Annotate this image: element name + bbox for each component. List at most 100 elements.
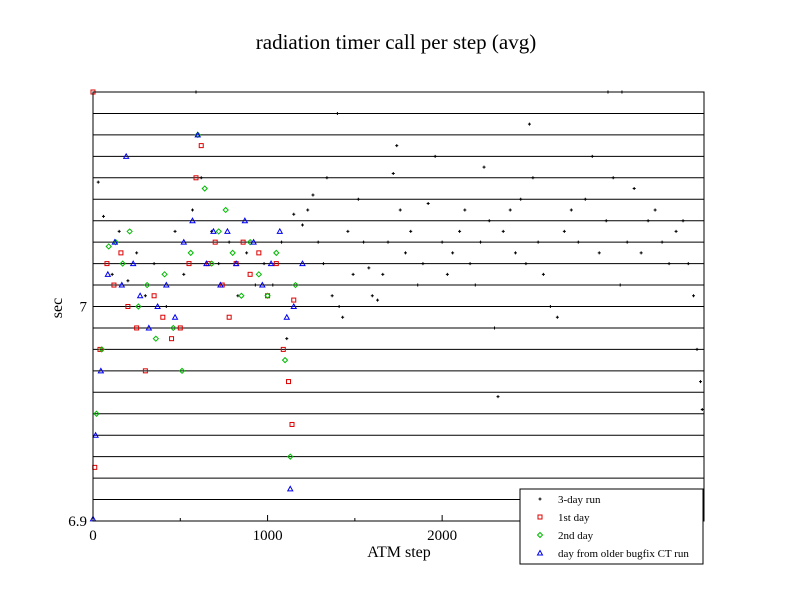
data-point	[96, 180, 100, 184]
data-point	[224, 227, 231, 234]
data-point	[300, 223, 304, 227]
data-point	[262, 262, 266, 266]
data-point	[562, 229, 566, 233]
data-point	[119, 260, 126, 267]
data-point	[291, 297, 297, 303]
data-point	[386, 240, 390, 244]
data-point	[440, 240, 444, 244]
data-point	[311, 193, 315, 197]
data-point	[416, 283, 420, 287]
data-point	[126, 279, 130, 283]
data-point	[226, 314, 232, 320]
data-point	[194, 131, 202, 138]
data-point	[299, 260, 306, 267]
data-point	[618, 283, 622, 287]
data-point	[501, 229, 505, 233]
data-point	[186, 261, 192, 267]
data-point	[169, 336, 175, 342]
data-point	[306, 208, 310, 212]
data-point	[276, 227, 284, 234]
data-point	[362, 240, 366, 244]
data-point	[208, 260, 215, 267]
data-point	[129, 260, 137, 267]
data-point	[178, 367, 186, 375]
data-point	[286, 485, 294, 492]
data-point	[170, 324, 177, 332]
x-tick-label: 2000	[427, 528, 457, 544]
data-point	[409, 229, 413, 233]
data-point	[576, 240, 580, 244]
data-point	[136, 292, 144, 299]
data-point	[513, 251, 517, 255]
axis-ticks: 0 1000 2000 6.9 7	[68, 300, 618, 544]
data-point	[281, 356, 289, 364]
y-axis-label: sec	[49, 298, 66, 318]
data-point	[337, 305, 341, 308]
data-point	[280, 346, 286, 352]
data-point	[142, 368, 148, 374]
series-2	[93, 131, 299, 460]
data-point	[245, 251, 249, 255]
data-point	[639, 251, 643, 255]
data-point	[232, 260, 240, 267]
data-point	[160, 314, 166, 320]
data-point	[203, 260, 210, 267]
data-point	[117, 229, 121, 233]
data-point	[381, 272, 385, 276]
data-point	[519, 197, 523, 201]
data-point	[215, 228, 222, 235]
data-point	[445, 272, 449, 276]
data-point	[105, 243, 112, 250]
data-point	[264, 292, 271, 299]
data-point	[145, 324, 153, 331]
data-point	[210, 227, 217, 234]
data-point	[527, 122, 531, 126]
data-point	[229, 249, 236, 257]
data-point	[653, 208, 657, 212]
data-point	[222, 206, 229, 214]
data-point	[398, 208, 402, 212]
data-point	[258, 281, 266, 288]
data-point	[493, 326, 497, 330]
chart-title: radiation timer call per step (avg)	[255, 30, 537, 54]
data-point	[421, 262, 425, 266]
data-point	[531, 176, 535, 180]
legend-box	[519, 488, 704, 565]
data-point	[686, 262, 690, 266]
data-point	[555, 315, 559, 319]
data-point	[695, 347, 699, 351]
data-point	[161, 271, 168, 278]
legend: 3-day run 1st day 2nd day day from older bu…	[519, 488, 704, 565]
data-point	[135, 251, 139, 255]
data-point	[104, 270, 112, 277]
data-point	[335, 111, 339, 115]
data-point	[104, 261, 110, 267]
y-tick-label: 6.9	[68, 514, 87, 530]
data-point	[93, 410, 100, 417]
data-point	[426, 202, 430, 206]
data-point	[255, 271, 263, 278]
data-point	[286, 379, 292, 385]
data-point	[143, 294, 147, 298]
data-point	[182, 272, 186, 276]
data-point	[341, 315, 345, 319]
data-point	[177, 325, 183, 331]
data-point	[391, 172, 395, 176]
data-point	[118, 250, 124, 256]
data-point	[660, 240, 664, 244]
data-point	[479, 240, 483, 244]
data-point	[292, 212, 296, 216]
data-point	[271, 283, 275, 287]
data-point	[246, 238, 254, 246]
data-point	[508, 208, 512, 212]
legend-marker	[536, 531, 544, 539]
data-point	[625, 240, 629, 244]
data-point	[289, 421, 295, 427]
data-point	[152, 262, 156, 266]
data-point	[487, 219, 491, 223]
data-point	[189, 217, 196, 224]
data-point	[451, 251, 455, 255]
data-point	[111, 238, 119, 245]
data-point	[101, 214, 105, 218]
